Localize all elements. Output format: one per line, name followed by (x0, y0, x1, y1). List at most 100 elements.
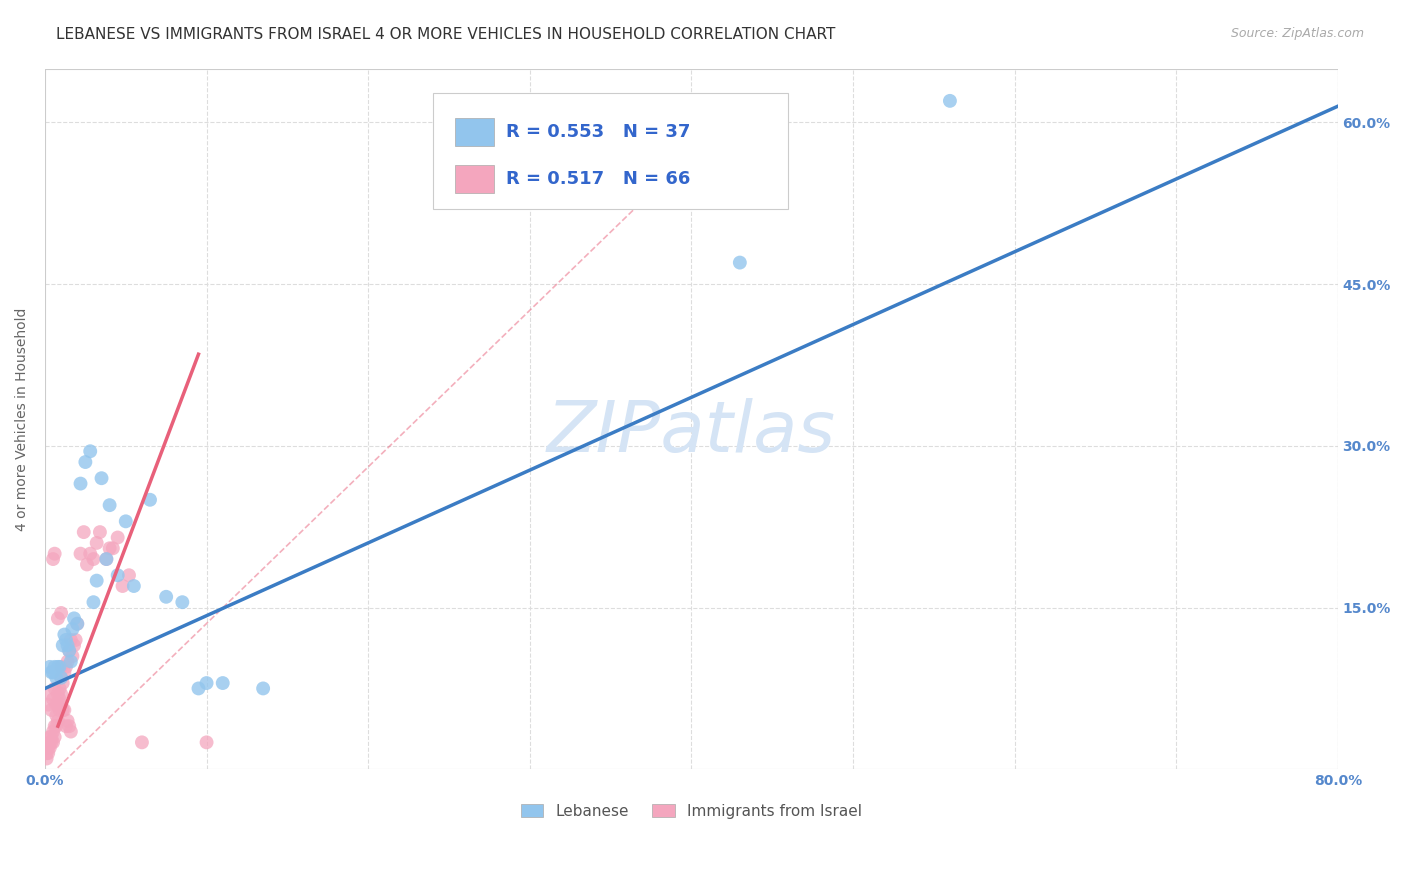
Point (59, 724, 82, 739)
Point (38, 660, 60, 674)
Point (45, 708, 67, 723)
Point (49, 687, 72, 701)
Point (42, 665, 65, 680)
Point (76, 558, 98, 572)
Point (44, 660, 66, 674)
Point (939, 94, 962, 108)
Point (46, 714, 69, 728)
Point (66, 616, 89, 631)
Point (58, 719, 80, 733)
Point (96, 552, 118, 566)
Point (131, 735, 153, 749)
Point (728, 255, 751, 269)
Point (187, 681, 209, 696)
Point (53, 665, 76, 680)
Point (44, 547, 66, 561)
Point (37, 746, 59, 760)
Point (73, 525, 96, 540)
Point (55, 719, 77, 733)
Point (107, 531, 129, 545)
Point (111, 579, 134, 593)
Point (45, 719, 67, 733)
Point (107, 568, 129, 582)
Point (79, 547, 101, 561)
Text: LEBANESE VS IMMIGRANTS FROM ISRAEL 4 OR MORE VEHICLES IN HOUSEHOLD CORRELATION C: LEBANESE VS IMMIGRANTS FROM ISRAEL 4 OR … (56, 27, 835, 42)
Point (59, 632, 82, 647)
Point (172, 595, 194, 609)
Point (69, 547, 91, 561)
Point (75, 455, 97, 469)
Point (82, 595, 104, 609)
FancyBboxPatch shape (433, 93, 789, 209)
Point (82, 552, 104, 566)
Point (52, 703, 75, 717)
Point (48, 703, 70, 717)
Point (89, 525, 111, 540)
Point (58, 643, 80, 657)
Point (58, 643, 80, 657)
Point (65, 632, 87, 647)
FancyBboxPatch shape (454, 164, 494, 193)
Point (62, 649, 84, 664)
Point (41, 703, 63, 717)
Point (53, 703, 76, 717)
Point (49, 660, 72, 674)
Point (35, 746, 58, 760)
Point (118, 568, 141, 582)
Point (86, 536, 108, 550)
Point (49, 671, 72, 685)
Point (114, 514, 136, 528)
Text: Source: ZipAtlas.com: Source: ZipAtlas.com (1230, 27, 1364, 40)
Point (46, 611, 69, 625)
Point (195, 676, 218, 690)
Point (69, 476, 91, 491)
FancyBboxPatch shape (454, 118, 494, 145)
Point (38, 687, 60, 701)
Text: ZIPatlas: ZIPatlas (547, 399, 837, 467)
Point (122, 579, 145, 593)
Point (45, 698, 67, 712)
Point (155, 590, 177, 604)
Point (37, 740, 59, 755)
Point (63, 638, 86, 652)
Point (56, 714, 79, 728)
Point (52, 676, 75, 690)
Point (86, 574, 108, 588)
Point (46, 687, 69, 701)
Point (42, 692, 65, 706)
Point (41, 665, 63, 680)
Y-axis label: 4 or more Vehicles in Household: 4 or more Vehicles in Household (15, 307, 30, 531)
Point (49, 671, 72, 685)
Point (55, 660, 77, 674)
Point (44, 681, 66, 696)
Point (41, 735, 63, 749)
Point (52, 638, 75, 652)
Point (79, 444, 101, 458)
Point (96, 552, 118, 566)
Point (44, 730, 66, 744)
Point (90, 471, 112, 485)
Point (139, 492, 162, 507)
Text: R = 0.517   N = 66: R = 0.517 N = 66 (506, 169, 690, 187)
Point (56, 638, 79, 652)
Point (49, 606, 72, 620)
Point (46, 660, 69, 674)
Point (98, 498, 121, 512)
Point (62, 622, 84, 636)
Point (252, 681, 274, 696)
Point (38, 735, 60, 749)
Point (42, 735, 65, 749)
Point (45, 671, 67, 685)
Point (38, 740, 60, 755)
Point (211, 676, 233, 690)
Point (195, 735, 218, 749)
Point (66, 616, 89, 631)
Point (63, 611, 86, 625)
Point (46, 698, 69, 712)
Point (59, 655, 82, 669)
Point (38, 730, 60, 744)
Point (101, 541, 124, 556)
Point (35, 751, 58, 765)
Point (49, 698, 72, 712)
Point (48, 681, 70, 696)
